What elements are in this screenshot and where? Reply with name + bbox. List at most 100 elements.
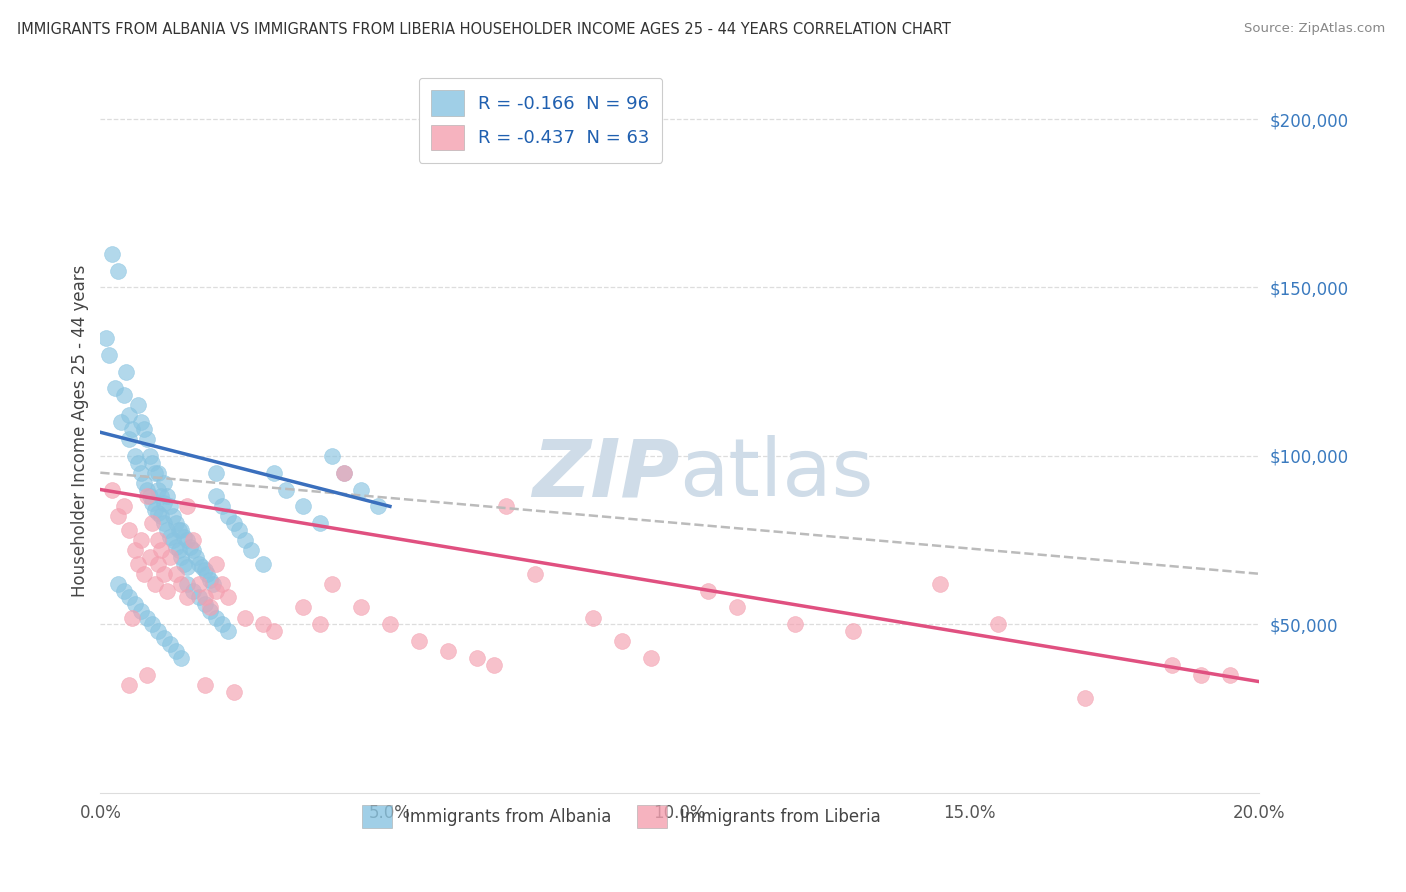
Point xyxy=(118,432,141,446)
Point xyxy=(132,422,155,436)
Point xyxy=(181,533,204,547)
Point xyxy=(1074,691,1097,706)
Point xyxy=(141,516,163,531)
Point xyxy=(437,644,460,658)
Point xyxy=(167,543,190,558)
Point xyxy=(194,591,217,605)
Point xyxy=(200,600,222,615)
Point xyxy=(725,600,748,615)
Point xyxy=(211,500,233,514)
Point xyxy=(176,500,198,514)
Point xyxy=(98,348,121,362)
Point xyxy=(173,557,195,571)
Point xyxy=(112,388,135,402)
Point xyxy=(124,543,146,558)
Point xyxy=(610,634,633,648)
Point xyxy=(202,577,225,591)
Point xyxy=(170,577,193,591)
Point xyxy=(153,496,176,510)
Text: IMMIGRANTS FROM ALBANIA VS IMMIGRANTS FROM LIBERIA HOUSEHOLDER INCOME AGES 25 - : IMMIGRANTS FROM ALBANIA VS IMMIGRANTS FR… xyxy=(17,22,950,37)
Y-axis label: Householder Income Ages 25 - 44 years: Householder Income Ages 25 - 44 years xyxy=(72,264,89,597)
Point xyxy=(148,466,170,480)
Point xyxy=(187,577,209,591)
Point xyxy=(176,591,198,605)
Point xyxy=(159,500,181,514)
Point xyxy=(148,533,170,547)
Point xyxy=(138,449,160,463)
Point xyxy=(252,557,274,571)
Legend: Immigrants from Albania, Immigrants from Liberia: Immigrants from Albania, Immigrants from… xyxy=(356,798,887,835)
Point xyxy=(274,483,297,497)
Point xyxy=(148,624,170,638)
Point xyxy=(200,604,222,618)
Point xyxy=(170,549,193,564)
Point xyxy=(167,523,190,537)
Point xyxy=(292,500,315,514)
Point xyxy=(222,516,245,531)
Point xyxy=(1189,667,1212,681)
Point xyxy=(205,583,228,598)
Point xyxy=(205,466,228,480)
Point xyxy=(842,624,865,638)
Point xyxy=(184,549,207,564)
Point xyxy=(138,489,160,503)
Point xyxy=(309,617,332,632)
Point xyxy=(165,516,187,531)
Point xyxy=(129,466,152,480)
Point xyxy=(165,566,187,581)
Point xyxy=(129,415,152,429)
Point xyxy=(190,560,212,574)
Point xyxy=(173,530,195,544)
Point xyxy=(200,574,222,588)
Point xyxy=(127,456,149,470)
Point xyxy=(239,543,262,558)
Point xyxy=(162,509,184,524)
Point xyxy=(159,530,181,544)
Point xyxy=(350,483,373,497)
Point xyxy=(211,577,233,591)
Point xyxy=(228,523,250,537)
Point xyxy=(640,651,662,665)
Point xyxy=(292,600,315,615)
Point xyxy=(118,678,141,692)
Point xyxy=(101,246,124,260)
Point xyxy=(135,432,157,446)
Point xyxy=(153,475,176,490)
Point xyxy=(233,610,256,624)
Point xyxy=(124,597,146,611)
Point xyxy=(252,617,274,632)
Point xyxy=(205,610,228,624)
Point xyxy=(194,597,217,611)
Point xyxy=(104,382,127,396)
Point xyxy=(121,610,143,624)
Point xyxy=(141,456,163,470)
Point xyxy=(150,489,173,503)
Point xyxy=(107,263,129,277)
Point xyxy=(217,591,239,605)
Point xyxy=(194,678,217,692)
Point xyxy=(121,422,143,436)
Point xyxy=(156,523,179,537)
Point xyxy=(141,617,163,632)
Point xyxy=(581,610,603,624)
Point xyxy=(159,637,181,651)
Point xyxy=(145,466,167,480)
Point xyxy=(176,577,198,591)
Point xyxy=(141,496,163,510)
Point xyxy=(211,617,233,632)
Point xyxy=(115,365,138,379)
Point xyxy=(127,557,149,571)
Point xyxy=(332,466,354,480)
Point xyxy=(110,415,132,429)
Point xyxy=(127,398,149,412)
Point xyxy=(107,577,129,591)
Point xyxy=(170,651,193,665)
Point xyxy=(162,533,184,547)
Point xyxy=(153,516,176,531)
Point xyxy=(129,533,152,547)
Point xyxy=(194,563,217,577)
Point xyxy=(153,631,176,645)
Point xyxy=(138,549,160,564)
Point xyxy=(332,466,354,480)
Point xyxy=(523,566,546,581)
